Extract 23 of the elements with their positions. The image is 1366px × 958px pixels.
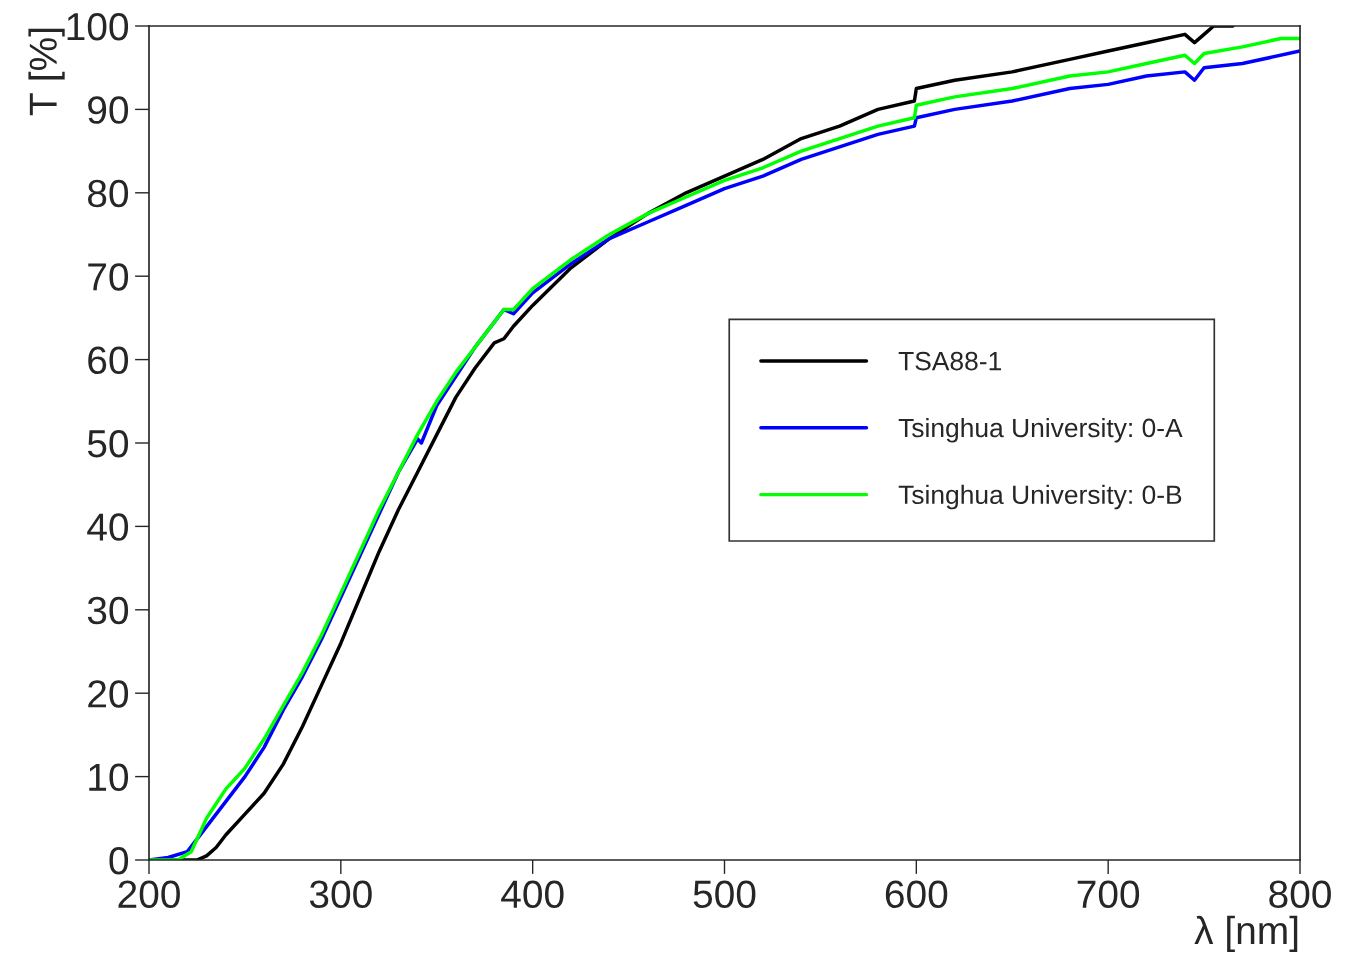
y-tick-label: 80 — [87, 179, 129, 208]
x-tick-label: 400 — [501, 880, 564, 909]
y-tick-label: 0 — [109, 846, 129, 875]
y-tick-label: 20 — [88, 680, 129, 708]
x-axis-title: λ [nm] — [1194, 915, 1298, 952]
x-tick-label: 800 — [1269, 880, 1331, 909]
y-tick-label: 70 — [88, 263, 129, 291]
y-tick-label: 10 — [89, 763, 129, 792]
y-axis-title: T [%] — [28, 28, 65, 116]
legend-label: TSA88-1 — [898, 351, 1001, 371]
y-tick-label: 60 — [88, 346, 129, 375]
x-tick-label: 700 — [1077, 880, 1140, 909]
y-tick-label: 100 — [67, 12, 129, 41]
x-tick-label: 300 — [309, 880, 372, 909]
y-tick-label: 90 — [88, 96, 129, 124]
x-tick-label: 600 — [885, 880, 948, 909]
x-tick-label: 500 — [693, 880, 756, 909]
legend-label: Tsinghua University: 0-B — [898, 484, 1182, 510]
y-tick-label: 30 — [87, 596, 129, 625]
y-tick-label: 50 — [87, 429, 129, 458]
y-tick-label: 40 — [87, 513, 129, 541]
x-tick-label: 200 — [118, 880, 180, 909]
legend-label: Tsinghua University: 0-A — [898, 417, 1183, 443]
